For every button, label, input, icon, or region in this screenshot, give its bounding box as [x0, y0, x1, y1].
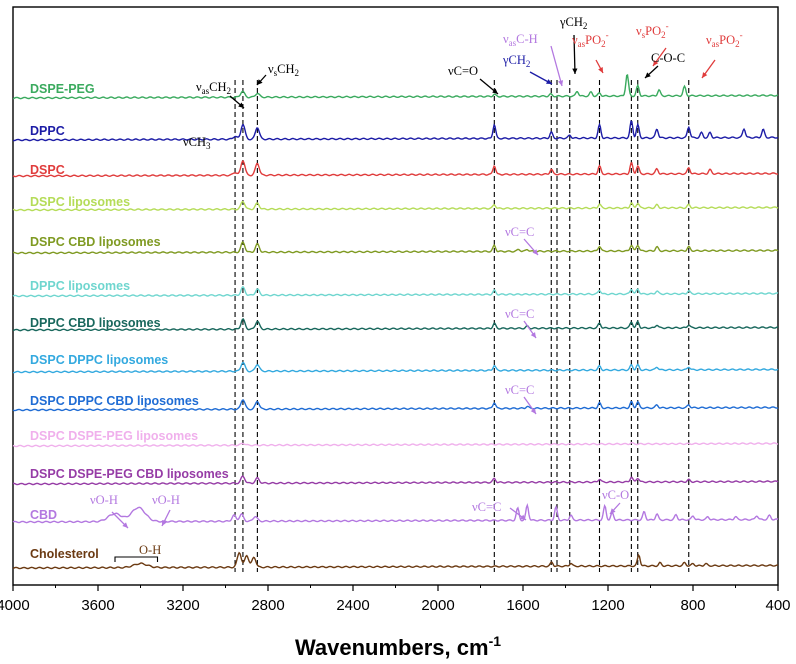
- x-tick-label: 2800: [251, 597, 284, 614]
- series-label: DSPE-PEG: [30, 82, 95, 96]
- series-line: [12, 241, 779, 255]
- annotation-label: C-O-C: [651, 51, 685, 65]
- x-axis-title: Wavenumbers, cm-1: [295, 633, 501, 660]
- annotation-arrowhead: [546, 79, 552, 84]
- annotation-label: O-H: [139, 543, 161, 557]
- annotation-arrowhead: [645, 72, 651, 78]
- annotation-label: νC=C: [505, 383, 534, 397]
- oh-bracket: [114, 556, 159, 562]
- annotation-arrowhead: [520, 514, 526, 520]
- annotation-arrowhead: [492, 88, 498, 94]
- annotation-label: νsPO2-: [636, 21, 669, 40]
- x-tick-label: 1200: [591, 597, 624, 614]
- annotation-arrowhead: [702, 72, 708, 78]
- series-labels: DSPE-PEG DPPC DSPC DSPC liposomes DSPC CBD l…: [30, 82, 229, 561]
- annotation-arrow: [573, 34, 576, 75]
- annotation-label: νC-O: [602, 488, 629, 502]
- annotation-label: νC=C: [505, 307, 534, 321]
- annotation-label: νC=O: [448, 64, 478, 78]
- series-label: DSPC: [30, 163, 65, 177]
- series-label: CBD: [30, 508, 57, 522]
- x-axis: 4000 3600 3200 2800 2400 2000 1600 1200 800 400: [0, 585, 791, 614]
- x-tick-label: 3600: [81, 597, 114, 614]
- series-line: [12, 551, 779, 570]
- annotation-arrowhead: [610, 508, 616, 514]
- annotation-arrowhead: [598, 67, 603, 73]
- x-axis-title-superscript: -1: [489, 633, 502, 649]
- annotation-label: νO-H: [90, 493, 118, 507]
- annotation-arrowhead: [122, 522, 128, 528]
- annotation-arrowhead: [257, 79, 263, 85]
- series-label: DPPC CBD liposomes: [30, 316, 161, 330]
- annotation-label: νC=C: [505, 225, 534, 239]
- series-line: [12, 475, 779, 486]
- annotation-arrowhead: [530, 332, 536, 338]
- series-line: [12, 286, 779, 298]
- series-line: [12, 200, 779, 212]
- series-line: [12, 361, 779, 374]
- annotation-label: νasC-H: [503, 32, 538, 48]
- series-line: [12, 73, 779, 100]
- x-axis-title-text: Wavenumbers, cm: [295, 635, 489, 660]
- annotation-label: νasCH2: [196, 80, 231, 96]
- series-label: DPPC: [30, 124, 65, 138]
- annotation-label: νasPO2-: [572, 30, 609, 49]
- x-tick-label: 400: [765, 597, 790, 614]
- annotation-label: νO-H: [152, 493, 180, 507]
- annotation-arrowhead: [653, 60, 659, 66]
- x-tick-label: 1600: [506, 597, 539, 614]
- annotation-label: νasPO2-: [706, 30, 743, 49]
- annotation-arrowhead: [162, 520, 167, 526]
- annotation-label: γCH2: [559, 15, 587, 31]
- series-line: [12, 318, 779, 332]
- annotation-arrowhead: [558, 80, 564, 86]
- x-tick-label: 4000: [0, 597, 30, 614]
- series-label: DSPC DSPE-PEG liposomes: [30, 429, 198, 443]
- x-tick-label: 3200: [166, 597, 199, 614]
- series-label: DSPC DPPC liposomes: [30, 353, 168, 367]
- x-tick-label: 2000: [421, 597, 454, 614]
- x-tick-label: 800: [680, 597, 705, 614]
- x-tick-label: 2400: [336, 597, 369, 614]
- annotation-arrowhead: [572, 68, 578, 74]
- series-label: DPPC liposomes: [30, 279, 130, 293]
- annotation-arrowhead: [532, 249, 538, 255]
- series-label: DSPC DSPE-PEG CBD liposomes: [30, 467, 229, 481]
- series-label: DSPC DPPC CBD liposomes: [30, 394, 199, 408]
- series-label: DSPC CBD liposomes: [30, 235, 161, 249]
- series-line: [12, 399, 779, 412]
- annotation-label: νC=C: [472, 500, 501, 514]
- annotation-arrow: [550, 45, 563, 87]
- annotation-arrowhead: [530, 408, 536, 414]
- annotation-label: γCH2: [502, 53, 530, 69]
- series-line: [12, 120, 779, 142]
- series-line: [12, 160, 779, 178]
- series-layer: [12, 73, 779, 570]
- series-label: DSPC liposomes: [30, 195, 130, 209]
- series-line: [12, 503, 779, 524]
- annotation-arrowhead: [238, 102, 244, 108]
- series-line: [12, 441, 779, 448]
- series-label: Cholesterol: [30, 547, 99, 561]
- annotation-label: νCH3: [183, 135, 211, 151]
- annotation-label: νsCH2: [268, 62, 299, 78]
